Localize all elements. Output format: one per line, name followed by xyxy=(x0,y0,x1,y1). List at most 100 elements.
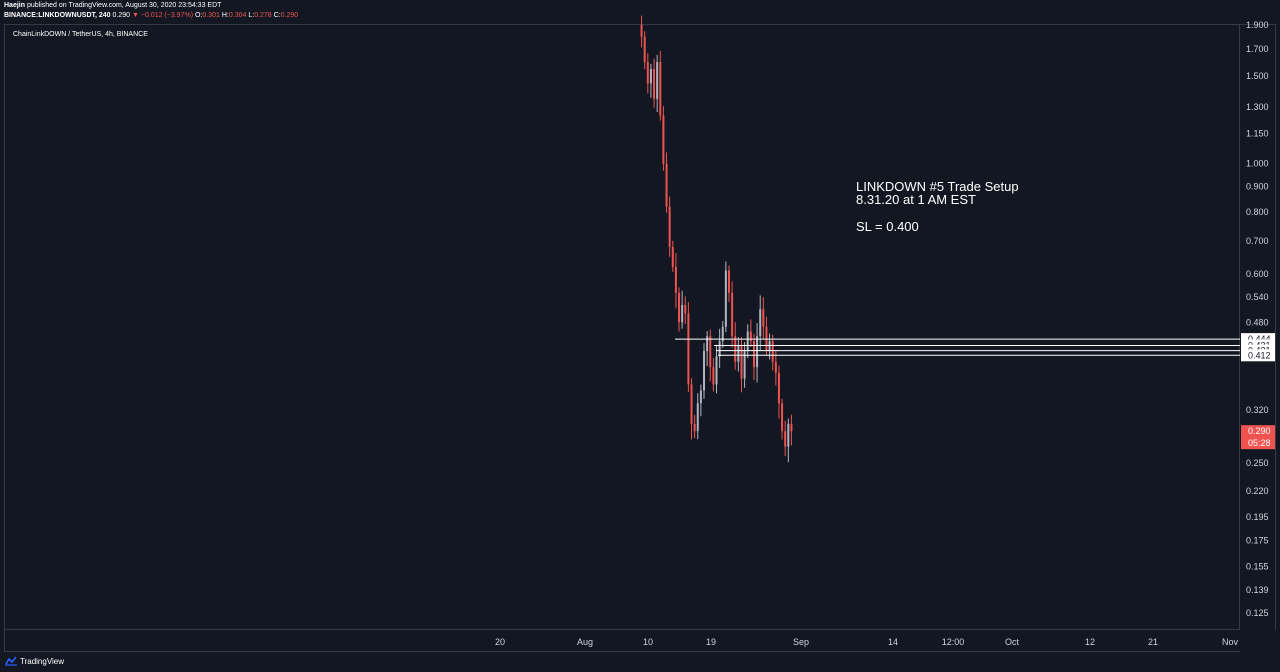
open-value: 0.301 xyxy=(202,12,220,19)
candle-body xyxy=(727,270,730,293)
chart-pane[interactable]: ChainLinkDOWN / TetherUS, 4h, BINANCE xyxy=(4,24,1240,630)
candle-body xyxy=(784,431,787,447)
time-tick-label: 12:00 xyxy=(942,637,965,647)
price-tick-label: 0.700 xyxy=(1246,236,1269,246)
candle-body xyxy=(743,351,746,379)
candle-body xyxy=(703,351,706,391)
tradingview-logo-icon[interactable] xyxy=(4,656,18,666)
candle-body xyxy=(640,25,643,37)
candle-body xyxy=(715,356,718,385)
price-tick-label: 0.125 xyxy=(1246,608,1269,618)
price-tick-label: 0.250 xyxy=(1246,458,1269,468)
candle-body xyxy=(706,336,709,352)
candle-body xyxy=(656,62,659,99)
candle-body xyxy=(659,62,662,116)
time-axis[interactable] xyxy=(4,630,1240,652)
candle-body xyxy=(740,346,743,379)
ohlc-bar: BINANCE:LINKDOWNUSDT, 240 0.290 ▼ −0.012… xyxy=(4,11,298,21)
candle-body xyxy=(771,341,774,362)
annotation-stop-loss: SL = 0.400 xyxy=(856,219,919,234)
candle-body xyxy=(746,331,749,352)
candle-body xyxy=(759,309,762,337)
low-value: 0.278 xyxy=(254,12,272,19)
candle-body xyxy=(718,341,721,357)
price-tick-label: 0.175 xyxy=(1246,535,1269,545)
tradingview-brand[interactable]: TradingView xyxy=(20,657,65,666)
candle-body xyxy=(668,206,671,248)
candle-body xyxy=(737,346,740,362)
candle-body xyxy=(712,367,715,385)
price-tick-label: 0.600 xyxy=(1246,269,1269,279)
candle-body xyxy=(752,341,755,368)
low-label: L: xyxy=(248,12,255,19)
symbol-interval: BINANCE:LINKDOWNUSDT, 240 xyxy=(4,12,111,19)
last-price-badge xyxy=(1241,425,1275,450)
price-tick-label: 0.540 xyxy=(1246,292,1269,302)
price-tick-label: 0.800 xyxy=(1246,207,1269,217)
level-label-box xyxy=(1241,349,1275,362)
annotation-title: LINKDOWN #5 Trade Setup xyxy=(856,179,1019,194)
chart-header: Haejin published on TradingView.com, Aug… xyxy=(0,0,1280,24)
time-tick-label: Sep xyxy=(793,637,809,647)
price-tick-label: 0.220 xyxy=(1246,486,1269,496)
price-tick-label: 1.700 xyxy=(1246,44,1269,54)
candle-body xyxy=(768,341,771,352)
level-label: 0.412 xyxy=(1248,350,1271,360)
candle-body xyxy=(690,384,693,424)
candle-body xyxy=(678,292,681,323)
high-value: 0.304 xyxy=(228,12,247,19)
candle-body xyxy=(646,62,649,84)
time-tick-label: 14 xyxy=(888,637,898,647)
time-tick-label: 12 xyxy=(1085,637,1095,647)
price-tick-label: 1.300 xyxy=(1246,102,1269,112)
price-tick-label: 0.155 xyxy=(1246,562,1269,572)
last-value: 0.290 xyxy=(112,12,131,19)
candle-body xyxy=(734,336,737,362)
high-label: H: xyxy=(221,12,229,19)
footer: TradingView xyxy=(0,652,1280,672)
candle-body xyxy=(671,247,674,267)
price-tick-label: 0.195 xyxy=(1246,512,1269,522)
close-value: 0.290 xyxy=(280,12,299,19)
candle-body xyxy=(649,68,652,84)
candle-body xyxy=(696,403,699,432)
time-tick-label: 21 xyxy=(1148,637,1158,647)
candle-body xyxy=(643,36,646,63)
candle-body xyxy=(781,403,784,432)
candle-body xyxy=(731,292,734,337)
author-name[interactable]: Haejin xyxy=(4,2,26,9)
time-tick-label: 10 xyxy=(643,637,653,647)
candle-body xyxy=(674,266,677,293)
candle-body xyxy=(665,163,668,207)
price-tick-label: 1.900 xyxy=(1246,20,1269,30)
time-tick-label: Aug xyxy=(577,637,593,647)
trade-setup-annotation[interactable]: LINKDOWN #5 Trade Setup 8.31.20 at 1 AM … xyxy=(856,180,1019,233)
candle-body xyxy=(724,270,727,327)
countdown-label: 05:28 xyxy=(1248,438,1271,448)
candle-body xyxy=(721,326,724,342)
time-tick-label: 19 xyxy=(706,637,716,647)
price-tick-label: 1.500 xyxy=(1246,71,1269,81)
candle-body xyxy=(681,304,684,323)
level-label: 0.444 xyxy=(1248,334,1271,344)
open-label: O: xyxy=(194,12,203,19)
candle-body xyxy=(774,361,777,373)
price-tick-label: 0.139 xyxy=(1246,585,1269,595)
candle-body xyxy=(709,336,712,368)
price-tick-label: 0.320 xyxy=(1246,405,1269,415)
last-price-label: 0.290 xyxy=(1248,426,1271,436)
candle-body xyxy=(790,423,793,432)
close-label: C: xyxy=(273,12,281,19)
time-tick-label: 20 xyxy=(495,637,505,647)
price-axis[interactable] xyxy=(1240,24,1276,630)
candle-body xyxy=(693,423,696,432)
chart-title: ChainLinkDOWN / TetherUS, 4h, BINANCE xyxy=(13,31,148,38)
price-tick-label: 1.000 xyxy=(1246,159,1269,169)
candle-body xyxy=(662,115,665,164)
annotation-date: 8.31.20 at 1 AM EST xyxy=(856,192,976,207)
candle-body xyxy=(749,331,752,342)
candle-body xyxy=(687,313,690,385)
candle-body xyxy=(699,390,702,404)
price-tick-label: 0.480 xyxy=(1246,317,1269,327)
